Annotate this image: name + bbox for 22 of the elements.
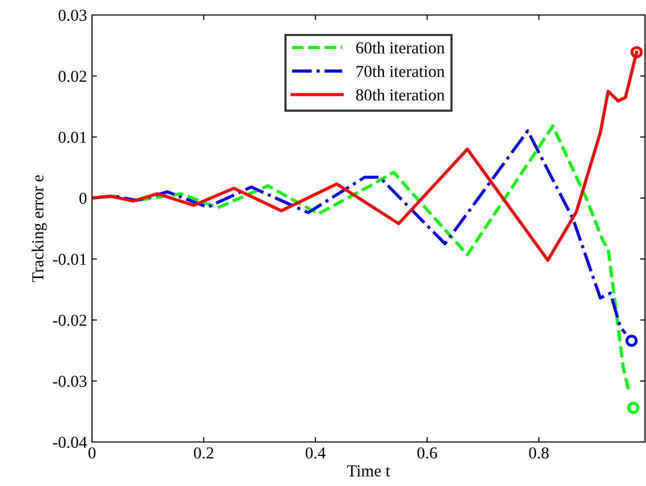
line-series [92, 129, 627, 335]
y-tick-label: 0.02 [58, 70, 86, 82]
point [630, 46, 643, 58]
x-tick-label: 0.2 [194, 447, 214, 459]
y-axis-title: Tracking error e [32, 175, 47, 282]
y-tick-label: 0 [79, 192, 87, 204]
x-tick-label: 0 [88, 447, 96, 459]
legend-label: 60th iteration [356, 42, 445, 54]
point [626, 334, 638, 347]
x-tick-label: 0.4 [306, 447, 326, 459]
y-tick-label: -0.04 [53, 436, 87, 448]
legend-label: 80th iteration [356, 88, 445, 101]
y-tick-label: 0.01 [58, 132, 86, 144]
y-tick-label: -0.01 [53, 254, 86, 266]
x-tick-label: 0.8 [529, 447, 549, 459]
y-tick-label: -0.03 [53, 376, 86, 388]
point [627, 402, 640, 414]
x-tick-label: 0.6 [417, 447, 438, 459]
legend-label: 70th iteration [356, 65, 445, 78]
y-tick-label: -0.02 [53, 314, 86, 326]
y-tick-label: 0.03 [58, 10, 86, 22]
x-axis-title: Time t [347, 465, 390, 476]
